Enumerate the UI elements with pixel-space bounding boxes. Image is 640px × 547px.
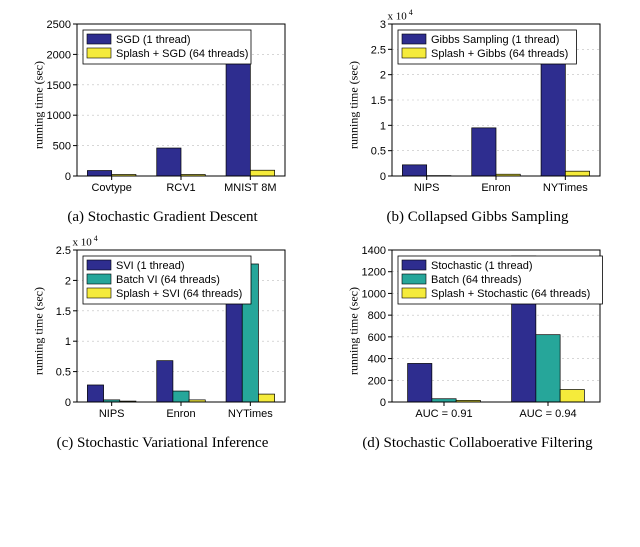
svg-text:NIPS: NIPS	[413, 182, 439, 194]
svg-text:NYTimes: NYTimes	[542, 182, 587, 194]
svg-text:1: 1	[379, 120, 385, 132]
svg-text:Enron: Enron	[481, 182, 510, 194]
chart-c-wrap: running time (sec) x 10 4 0 0.5 1 1.5 2 2.5 NI…	[33, 236, 293, 431]
chart-b-wrap: running time (sec) x 10 4 0 0.5 1 1.5 2 2.5 3 N…	[348, 10, 608, 205]
svg-text:1500: 1500	[46, 80, 70, 92]
svg-text:1.5: 1.5	[55, 306, 70, 318]
ylabel-a: running time (sec)	[31, 61, 46, 149]
ylabel-b: running time (sec)	[346, 61, 361, 149]
ylabel-c: running time (sec)	[31, 287, 46, 375]
caption-d: (d) Stochastic Collaboerative Filtering	[362, 435, 592, 452]
svg-text:0: 0	[64, 397, 70, 409]
svg-text:Splash + SVI (64 threads): Splash + SVI (64 threads)	[116, 288, 242, 300]
svg-text:Batch VI (64 threads): Batch VI (64 threads)	[116, 274, 220, 286]
svg-text:2500: 2500	[46, 19, 70, 31]
svg-text:0.5: 0.5	[55, 367, 70, 379]
svg-text:AUC = 0.94: AUC = 0.94	[519, 408, 576, 420]
svg-text:NIPS: NIPS	[98, 408, 124, 420]
caption-b: (b) Collapsed Gibbs Sampling	[386, 209, 568, 226]
chart-b: 0 0.5 1 1.5 2 2.5 3 NIPS Enron NYTimes Gibbs Sampl…	[348, 10, 608, 200]
svg-text:NYTimes: NYTimes	[227, 408, 272, 420]
svg-text:600: 600	[367, 332, 385, 344]
panel-d: running time (sec) 0 200 400 600 800 1000 1200…	[325, 236, 630, 452]
caption-c: (c) Stochastic Variational Inference	[57, 435, 269, 452]
svg-text:0: 0	[379, 171, 385, 183]
svg-text:1400: 1400	[361, 245, 385, 257]
svg-text:1200: 1200	[361, 267, 385, 279]
panel-c: running time (sec) x 10 4 0 0.5 1 1.5 2 2.5 NI…	[10, 236, 315, 452]
svg-text:2: 2	[64, 275, 70, 287]
svg-text:200: 200	[367, 375, 385, 387]
svg-text:Batch (64 threads): Batch (64 threads)	[431, 274, 522, 286]
panel-a: running time (sec) 0 500 1000 1500 2000 2500 C…	[10, 10, 315, 226]
chart-c: 0 0.5 1 1.5 2 2.5 NIPS Enron NYTimes SVI (1 threa…	[33, 236, 293, 426]
exp-b: x 10 4	[388, 8, 413, 23]
exp-c: x 10 4	[73, 234, 98, 249]
chart-d: 0 200 400 600 800 1000 1200 1400 AUC = 0.91 AUC =…	[348, 236, 608, 426]
svg-text:400: 400	[367, 354, 385, 366]
svg-text:500: 500	[52, 141, 70, 153]
svg-text:1000: 1000	[361, 288, 385, 300]
svg-text:Splash + Stochastic (64 thread: Splash + Stochastic (64 threads)	[431, 288, 590, 300]
chart-grid: running time (sec) 05001000150020002500C…	[10, 10, 630, 452]
svg-text:2.5: 2.5	[370, 44, 385, 56]
svg-text:Covtype: Covtype	[91, 182, 131, 194]
svg-text:Stochastic (1 thread): Stochastic (1 thread)	[431, 260, 533, 272]
ylabel-d: running time (sec)	[346, 287, 361, 375]
chart-a-wrap: running time (sec) 0 500 1000 1500 2000 2500 C…	[33, 10, 293, 205]
chart-d-wrap: running time (sec) 0 200 400 600 800 1000 1200…	[348, 236, 608, 431]
svg-text:1: 1	[64, 336, 70, 348]
svg-text:SGD (1 thread): SGD (1 thread)	[116, 34, 191, 46]
svg-text:Splash + SGD (64 threads): Splash + SGD (64 threads)	[116, 48, 248, 60]
svg-text:0: 0	[379, 397, 385, 409]
svg-text:0: 0	[64, 171, 70, 183]
svg-text:Splash + Gibbs (64 threads): Splash + Gibbs (64 threads)	[431, 48, 568, 60]
svg-text:2.5: 2.5	[55, 245, 70, 257]
svg-text:Enron: Enron	[166, 408, 195, 420]
svg-text:800: 800	[367, 310, 385, 322]
svg-text:3: 3	[379, 19, 385, 31]
svg-text:2: 2	[379, 70, 385, 82]
svg-text:AUC = 0.91: AUC = 0.91	[415, 408, 472, 420]
svg-text:0.5: 0.5	[370, 146, 385, 158]
svg-text:1.5: 1.5	[370, 95, 385, 107]
svg-text:RCV1: RCV1	[166, 182, 195, 194]
panel-b: running time (sec) x 10 4 0 0.5 1 1.5 2 2.5 3 N…	[325, 10, 630, 226]
svg-text:1000: 1000	[46, 110, 70, 122]
caption-a: (a) Stochastic Gradient Descent	[67, 209, 257, 226]
chart-a: 0 500 1000 1500 2000 2500 Covtype RCV1 MNIST 8M S…	[33, 10, 293, 200]
svg-text:MNIST 8M: MNIST 8M	[224, 182, 276, 194]
svg-text:Gibbs Sampling (1 thread): Gibbs Sampling (1 thread)	[431, 34, 559, 46]
svg-text:2000: 2000	[46, 49, 70, 61]
svg-text:SVI (1 thread): SVI (1 thread)	[116, 260, 184, 272]
